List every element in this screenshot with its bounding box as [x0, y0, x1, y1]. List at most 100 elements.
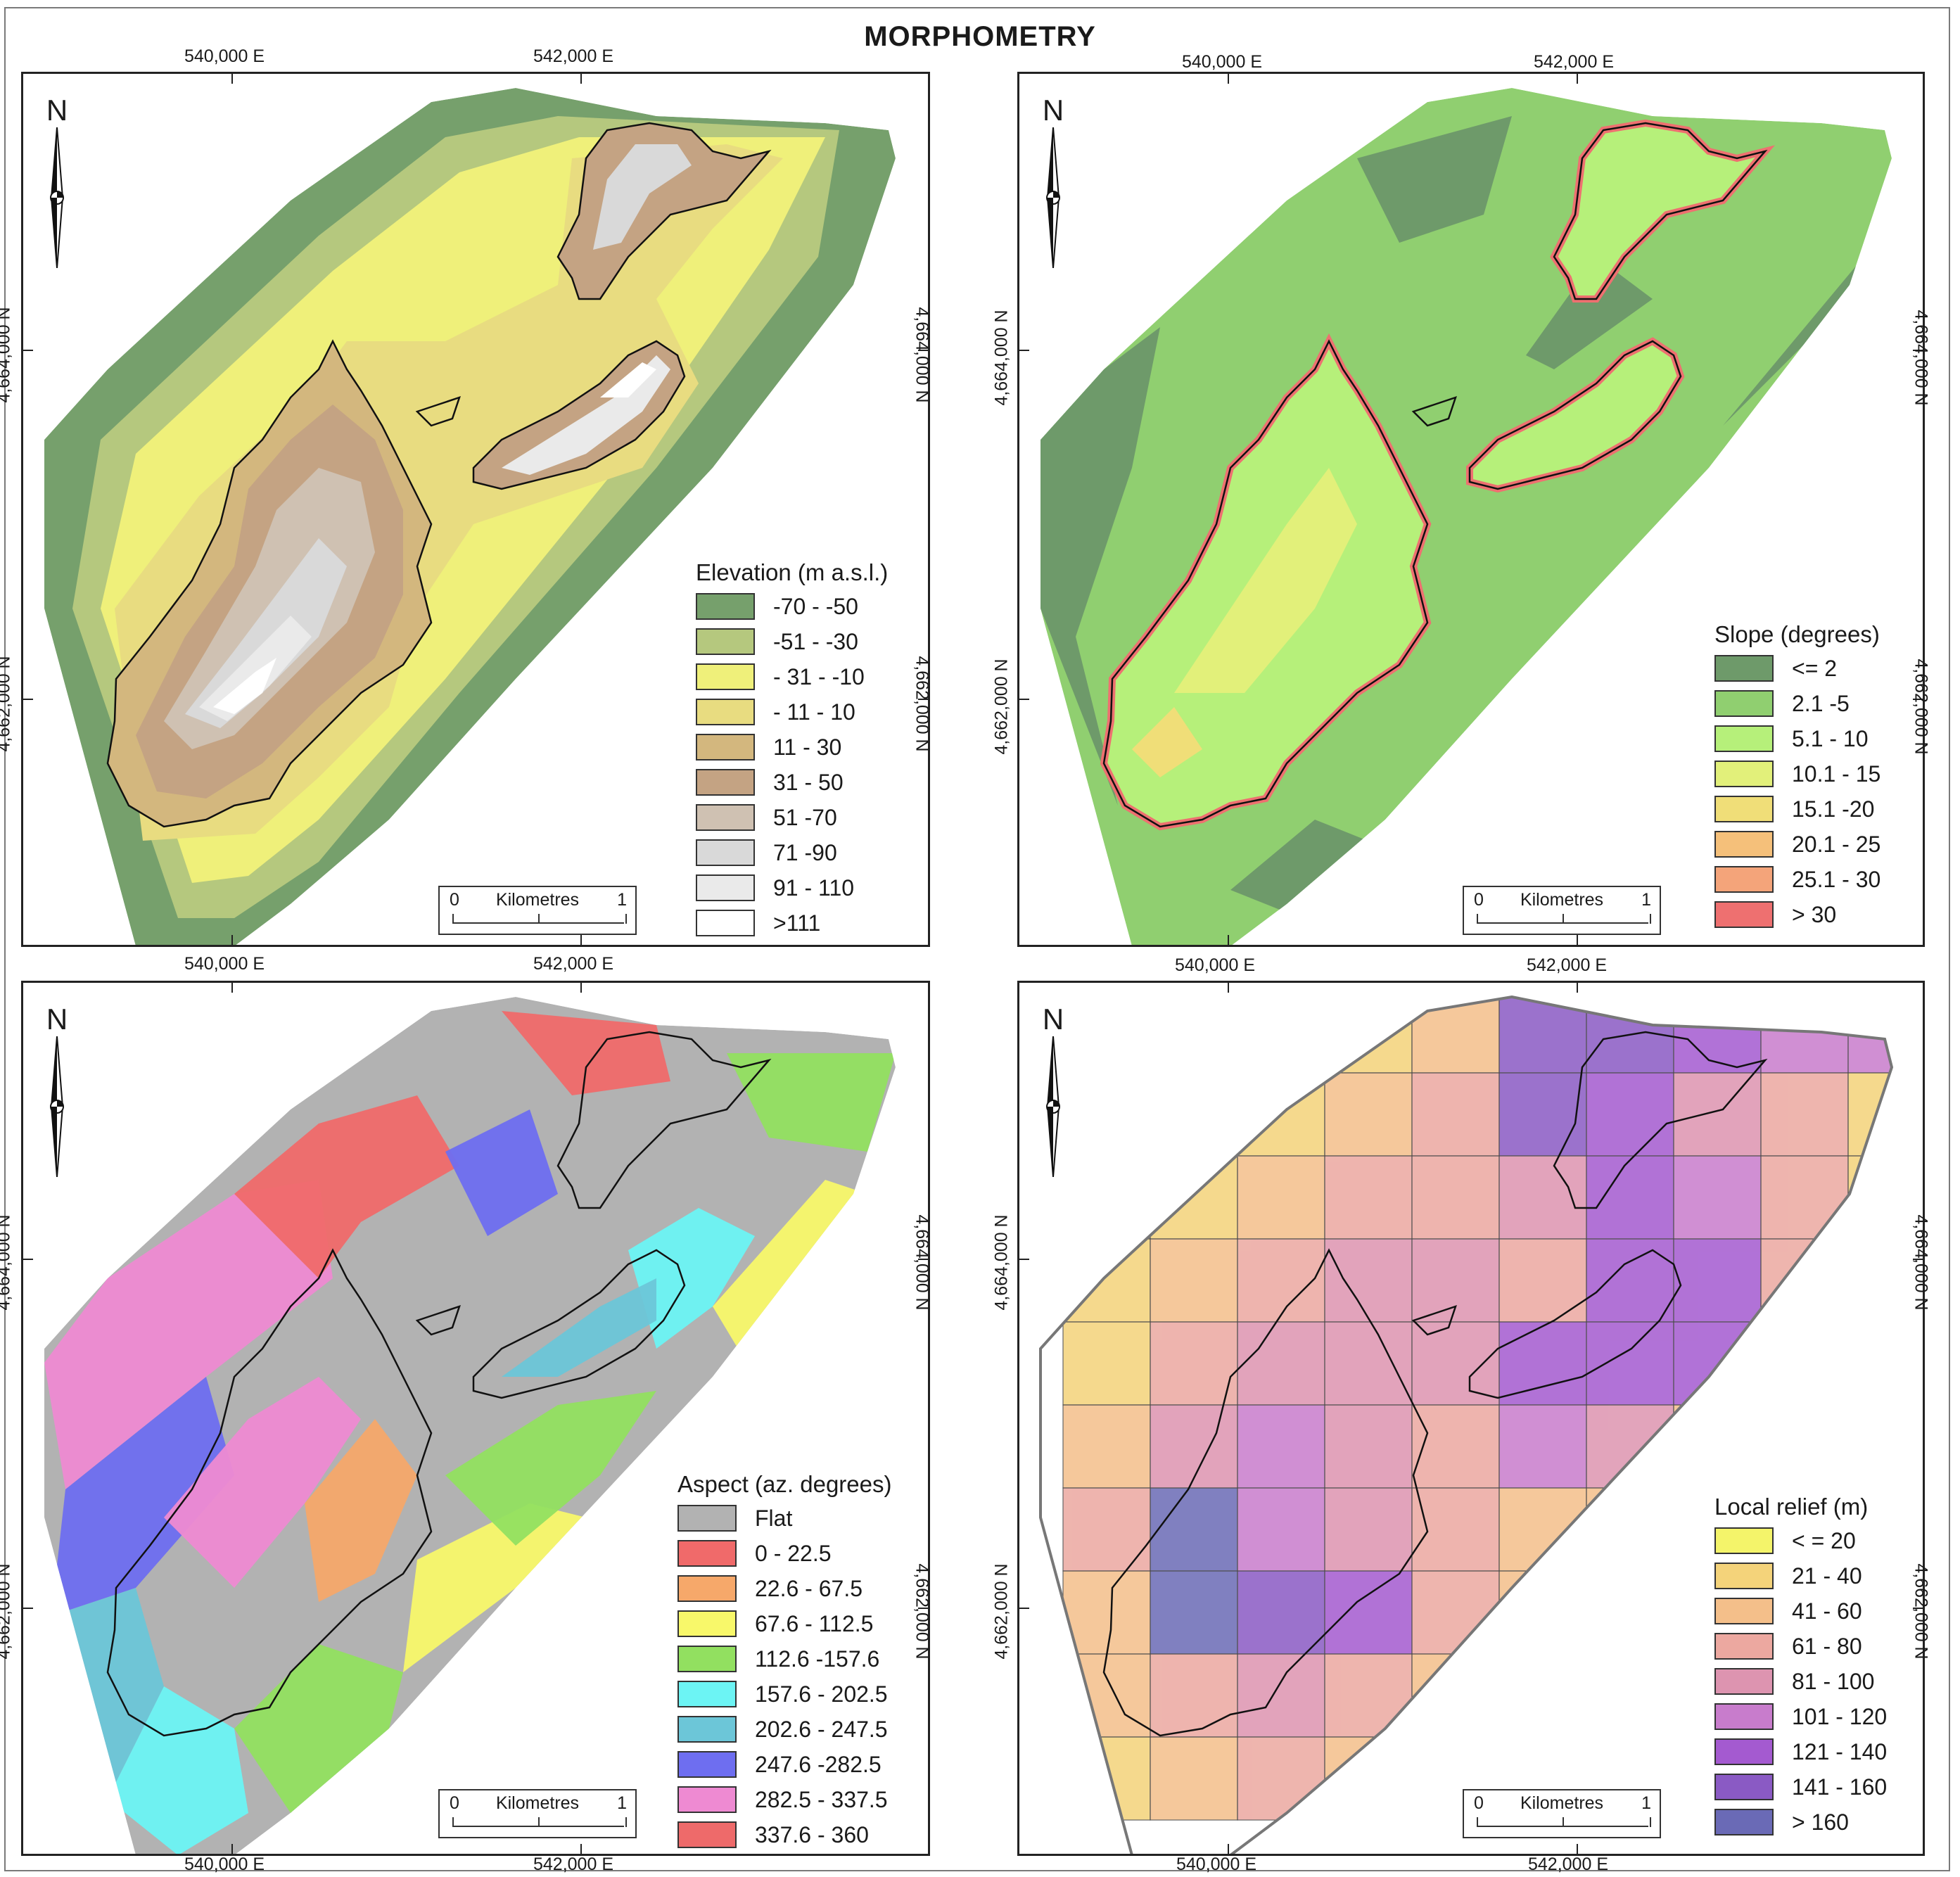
aspect-class-patch — [727, 1053, 896, 1152]
legend-label: 61 - 80 — [1792, 1633, 1862, 1659]
legend-swatch — [696, 628, 755, 655]
relief-grid-cell — [1586, 1072, 1674, 1157]
legend-entry: 101 - 120 — [1714, 1699, 1887, 1734]
map-legend: Local relief (m) < = 20 21 - 40 41 - 60 61 -… — [1714, 1494, 1887, 1840]
legend-label: 157.6 - 202.5 — [755, 1681, 888, 1707]
relief-grid-cell — [1760, 1072, 1849, 1157]
relief-grid-cell — [1237, 1570, 1325, 1655]
relief-grid-cell — [1760, 1321, 1849, 1406]
relief-grid-cell — [1498, 1653, 1587, 1738]
legend-swatch — [696, 874, 755, 901]
north-label: N — [46, 94, 68, 127]
aspect-map-panel: N 0 Kilometres 1 Aspect (az. degrees) Flat 0 -… — [21, 981, 930, 1856]
relief-grid-cell — [1586, 1155, 1674, 1240]
legend-label: 51 -70 — [773, 804, 837, 830]
legend-label: 112.6 -157.6 — [755, 1646, 880, 1672]
relief-grid-cell — [1062, 1321, 1151, 1406]
relief-grid-cell — [1150, 1570, 1238, 1655]
relief-grid-cell — [1324, 1072, 1413, 1157]
legend-entry: 22.6 - 67.5 — [677, 1571, 891, 1606]
scale-tick — [538, 1817, 540, 1827]
slope-class-zone — [1554, 123, 1765, 299]
relief-grid-cell — [1411, 1404, 1500, 1489]
legend-swatch — [1714, 1598, 1774, 1624]
legend-entry: - 11 - 10 — [696, 694, 888, 730]
scale-tick — [1563, 1817, 1564, 1827]
scale-one-label: 1 — [1641, 1793, 1651, 1813]
legend-swatch — [677, 1681, 737, 1707]
map-canvas — [1019, 983, 1923, 1854]
legend-entry: 51 -70 — [696, 800, 888, 835]
relief-grid-cell — [1237, 997, 1325, 1074]
aspect-class-patch — [44, 1180, 333, 1489]
relief-grid-cell — [1498, 1072, 1587, 1157]
legend-label: 247.6 -282.5 — [755, 1751, 882, 1777]
legend-label: 121 - 140 — [1792, 1738, 1888, 1764]
legend-label: 0 - 22.5 — [755, 1540, 832, 1566]
local-relief-map-panel: N 0 Kilometres 1 Local relief (m) < = 20 21 - … — [1017, 981, 1925, 1856]
legend-label: Flat — [755, 1505, 793, 1531]
legend-entry: 202.6 - 247.5 — [677, 1712, 891, 1747]
legend-label: 202.6 - 247.5 — [755, 1716, 888, 1742]
aspect-class-patch — [445, 1109, 558, 1236]
legend-entry: 81 - 100 — [1714, 1664, 1887, 1699]
relief-grid-cell — [1498, 1570, 1587, 1655]
relief-grid-cell — [1324, 1321, 1413, 1406]
legend-swatch — [677, 1610, 737, 1637]
relief-grid-cell — [1150, 1653, 1238, 1738]
legend-label: 282.5 - 337.5 — [755, 1786, 888, 1812]
northing-label-4664000-left-top: 4,664,000 N — [0, 307, 14, 403]
northing-label-4662000-left-p3: 4,662,000 N — [0, 1563, 14, 1660]
legend-swatch — [696, 593, 755, 620]
relief-grid-cell — [1062, 1404, 1151, 1489]
coastline — [415, 1305, 461, 1336]
scale-one-label: 1 — [617, 1793, 627, 1813]
legend-entry: 31 - 50 — [696, 765, 888, 800]
relief-grid-cell — [1324, 1736, 1413, 1821]
coastline — [1553, 122, 1768, 300]
legend-label: 21 - 40 — [1792, 1563, 1862, 1589]
study-area-boundary — [1039, 995, 1894, 1854]
scale-zero-label: 0 — [450, 890, 459, 910]
relief-grid-cell — [1673, 1155, 1762, 1240]
legend-swatch — [1714, 1703, 1774, 1730]
northing-label-4664000-right-p1: 4,664,000 N — [912, 307, 932, 403]
relief-grid-cell — [1062, 1487, 1151, 1572]
elevation-band — [558, 123, 769, 299]
legend-label: >111 — [773, 910, 821, 936]
relief-grid-cell — [1411, 1321, 1500, 1406]
legend-entry: 41 - 60 — [1714, 1593, 1887, 1629]
relief-grid-cell — [1411, 1487, 1500, 1572]
legend-entry: 67.6 - 112.5 — [677, 1606, 891, 1641]
relief-grid-cell — [1673, 1238, 1762, 1323]
elevation-band — [600, 362, 656, 397]
legend-entry: < = 20 — [1714, 1523, 1887, 1558]
map-legend: Aspect (az. degrees) Flat 0 - 22.5 22.6 - 6… — [677, 1471, 891, 1852]
relief-grid-cell — [1324, 1570, 1413, 1655]
legend-label: -51 - -30 — [773, 628, 858, 654]
northing-label-4662000-left-p4: 4,662,000 N — [991, 1563, 1012, 1660]
slope-class-zone — [1357, 116, 1512, 243]
legend-swatch — [696, 910, 755, 936]
scale-zero-label: 0 — [1474, 890, 1484, 910]
relief-grid-cell — [1324, 1238, 1413, 1323]
scale-one-label: 1 — [617, 890, 627, 910]
relief-grid-cell — [1498, 1155, 1587, 1240]
slope-class-zone — [1230, 820, 1385, 918]
map-legend: Elevation (m a.s.l.) -70 - -50 -51 - -30 - … — [696, 559, 888, 941]
scale-tick — [1650, 1817, 1651, 1827]
legend-label: 5.1 - 10 — [1792, 725, 1869, 751]
legend-entry: 112.6 -157.6 — [677, 1641, 891, 1676]
legend-entry: 91 - 110 — [696, 870, 888, 905]
map-canvas — [23, 983, 928, 1854]
aspect-class-patch — [403, 1503, 586, 1672]
slope-class-zone — [1041, 327, 1160, 806]
scale-tick — [538, 914, 540, 924]
coastline — [106, 339, 433, 828]
scale-tick — [452, 1817, 454, 1827]
legend-entry: > 160 — [1714, 1805, 1887, 1840]
northing-label-4664000-right-p3: 4,664,000 N — [912, 1214, 932, 1311]
legend-entry: 21 - 40 — [1714, 1558, 1887, 1593]
relief-grid-cell — [1411, 1570, 1500, 1655]
scale-zero-label: 0 — [1474, 1793, 1484, 1813]
